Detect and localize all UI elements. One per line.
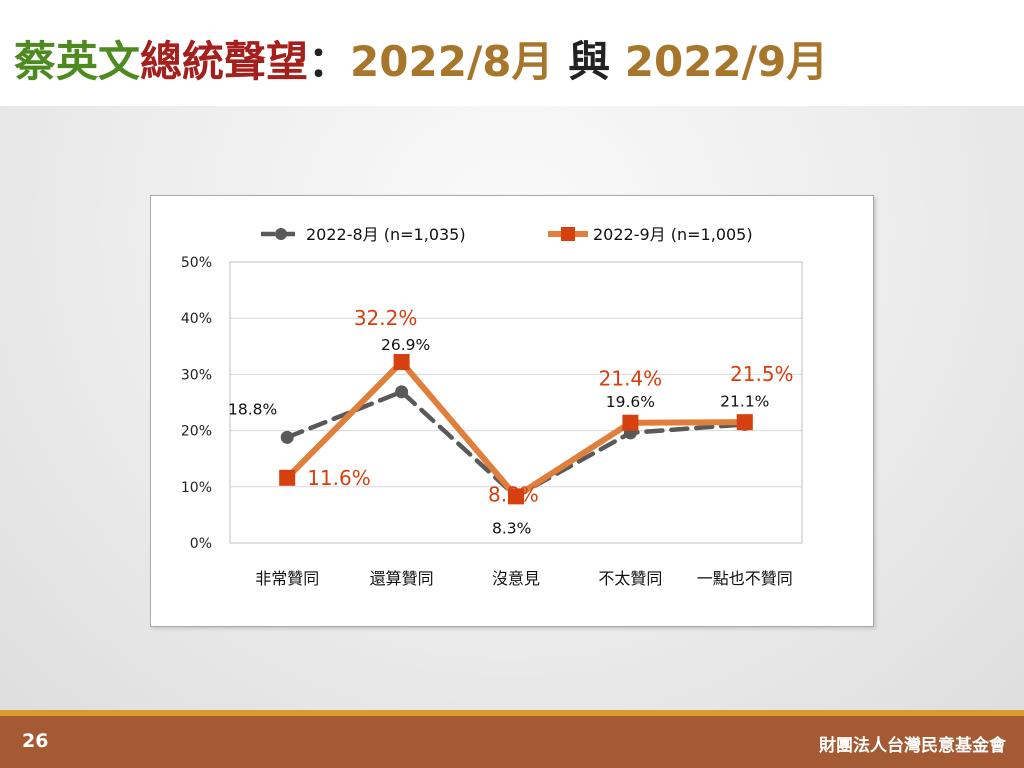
data-label-2022-09: 8.3% [488, 482, 539, 506]
data-label-2022-08: 19.6% [606, 393, 655, 411]
data-label-2022-09: 21.5% [730, 362, 794, 386]
title-name: 蔡英文 [14, 37, 141, 86]
x-tick-label: 沒意見 [492, 569, 540, 588]
y-tick-label: 40% [181, 311, 212, 327]
series-point-2022-09 [279, 469, 296, 486]
title-topic: 總統聲望 [140, 37, 309, 86]
y-tick-label: 0% [190, 536, 212, 552]
y-tick-label: 20% [181, 424, 212, 440]
y-tick-label: 30% [181, 367, 212, 383]
title-colon: ： [308, 37, 351, 86]
data-label-2022-09: 11.6% [307, 466, 371, 490]
x-tick-label: 非常贊同 [255, 569, 319, 588]
series-point-2022-09 [393, 354, 410, 371]
legend-label-2022-08: 2022-8月 (n=1,035) [306, 225, 466, 244]
y-tick-label: 50% [181, 255, 212, 271]
title-bar: 蔡英文總統聲望：2022/8月 與 2022/9月 [0, 0, 1024, 106]
data-label-2022-08: 18.8% [228, 400, 277, 418]
data-label-2022-08: 21.1% [720, 392, 769, 410]
page-title: 蔡英文總統聲望：2022/8月 與 2022/9月 [14, 28, 828, 89]
page-number: 26 [22, 730, 49, 752]
data-label-2022-09: 21.4% [599, 367, 663, 391]
data-label-2022-09: 32.2% [354, 306, 418, 330]
series-lines [279, 354, 753, 505]
axes: 0% 10% 20% 30% 40% 50% 非常贊同 還算贊同 沒意見 不太贊同 一點也不贊同 [181, 255, 793, 588]
x-tick-label: 還算贊同 [370, 569, 434, 588]
x-tick-label: 一點也不贊同 [697, 569, 793, 588]
footer-bar: 26 財團法人台灣民意基金會 [0, 716, 1024, 768]
footer-divider [0, 710, 1024, 716]
data-label-2022-08: 8.3% [492, 519, 531, 537]
title-and: 與 [553, 37, 625, 86]
series-point-2022-08 [395, 385, 409, 399]
chart-panel: 0% 10% 20% 30% 40% 50% 非常贊同 還算贊同 沒意見 不太贊同 一點也不贊同 1… [150, 195, 874, 627]
line-chart: 0% 10% 20% 30% 40% 50% 非常贊同 還算贊同 沒意見 不太贊同 一點也不贊同 1… [181, 225, 803, 588]
legend: 2022-8月 (n=1,035) 2022-9月 (n=1,005) [261, 225, 753, 244]
legend-marker-2022-08 [275, 228, 287, 240]
grid-lines [229, 261, 803, 544]
title-period-1: 2022/8月 [350, 37, 554, 86]
series-point-2022-09 [736, 414, 753, 431]
series-point-2022-09 [508, 488, 524, 505]
x-tick-label: 不太贊同 [598, 569, 662, 588]
legend-label-2022-09: 2022-9月 (n=1,005) [593, 225, 753, 244]
series-point-2022-09 [622, 414, 639, 431]
organization-name: 財團法人台灣民意基金會 [819, 736, 1006, 756]
title-period-2: 2022/9月 [624, 37, 829, 86]
data-labels: 18.8% 26.9% 8.3% 19.6% 21.1% 11.6% 32.2% 8.3% 21… [228, 306, 794, 537]
data-label-2022-08: 26.9% [381, 336, 430, 354]
plot-area-border [229, 261, 803, 544]
legend-marker-2022-09 [561, 227, 575, 241]
series-point-2022-08 [280, 430, 294, 444]
y-tick-label: 10% [181, 480, 212, 496]
